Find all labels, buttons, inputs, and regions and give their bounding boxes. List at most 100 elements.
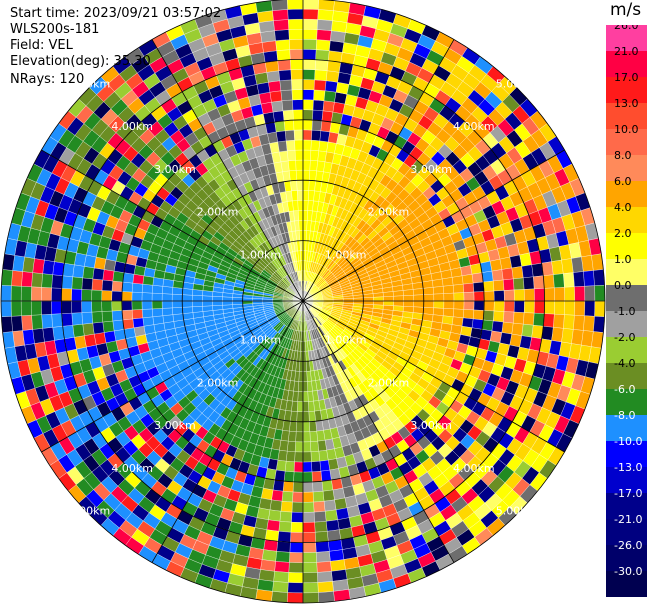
velocity-gate — [261, 549, 277, 562]
colorbar-swatch — [606, 441, 647, 468]
velocity-gate — [302, 522, 316, 533]
velocity-gate — [283, 471, 295, 483]
velocity-gate — [317, 581, 334, 593]
velocity-gate — [309, 420, 317, 432]
velocity-gate — [261, 40, 277, 53]
velocity-gate — [309, 170, 317, 182]
velocity-gate — [283, 119, 295, 131]
velocity-gate — [489, 258, 503, 272]
velocity-gate — [383, 296, 394, 302]
velocity-gate — [161, 293, 173, 302]
start-time-label: Start time: 2023/09/21 03:57:02 — [10, 6, 222, 21]
velocity-gate — [307, 380, 313, 392]
velocity-gate — [302, 180, 310, 191]
velocity-gate — [51, 287, 62, 302]
velocity-gate — [471, 318, 484, 330]
colorbar-tick-label: -21.0 — [614, 513, 642, 526]
colorbar-tick-label: 13.0 — [614, 97, 639, 110]
velocity-gate — [202, 300, 213, 307]
velocity-gate — [463, 291, 475, 302]
colorbar-tick-label: 10.0 — [614, 123, 639, 136]
velocity-gate — [20, 300, 32, 316]
velocity-gate — [319, 459, 330, 472]
velocity-gate — [293, 471, 304, 483]
velocity-gate — [212, 296, 223, 302]
velocity-gate — [329, 549, 345, 562]
velocity-gate — [302, 18, 318, 30]
velocity-gate — [61, 275, 73, 290]
velocity-gate — [131, 300, 143, 311]
velocity-gate — [325, 70, 340, 83]
velocity-gate — [310, 451, 321, 463]
velocity-gate — [276, 459, 287, 472]
velocity-gate — [31, 272, 43, 288]
velocity-gate — [521, 264, 534, 279]
colorbar-swatch — [606, 25, 647, 52]
velocity-gate — [31, 286, 42, 302]
velocity-gate — [471, 272, 484, 284]
velocity-gate — [432, 307, 444, 316]
velocity-gate — [463, 300, 475, 311]
velocity-gate — [481, 270, 494, 283]
velocity-gate — [192, 300, 203, 307]
velocity-gate — [41, 273, 53, 288]
velocity-gate — [322, 100, 335, 113]
colorbar-tick-label: -4.0 — [614, 357, 635, 370]
range-ring-label: 5.00km — [69, 77, 111, 90]
velocity-gate — [22, 256, 35, 273]
velocity-gate — [281, 491, 294, 503]
colorbar-swatch — [606, 103, 647, 130]
velocity-gate — [574, 286, 586, 302]
velocity-gate — [291, 79, 304, 91]
velocity-gate — [413, 294, 424, 302]
velocity-gate — [289, 552, 304, 563]
velocity-gate — [463, 282, 475, 293]
azimuth-spoke — [151, 300, 304, 563]
velocity-gate — [302, 79, 315, 91]
velocity-gate — [279, 150, 289, 162]
velocity-gate — [319, 130, 330, 143]
velocity-gate — [493, 300, 505, 312]
velocity-gate — [31, 300, 42, 316]
velocity-gate — [481, 319, 494, 332]
velocity-gate — [61, 300, 72, 314]
velocity-gate — [151, 300, 163, 310]
velocity-gate — [573, 271, 585, 287]
range-ring-label: 2.00km — [197, 376, 239, 389]
velocity-gate — [583, 270, 595, 287]
velocity-gate — [302, 542, 317, 553]
azimuth-spoke — [151, 39, 304, 302]
range-ring-label: 3.00km — [410, 163, 452, 176]
colorbar-swatch — [606, 77, 647, 104]
velocity-gate — [11, 270, 23, 287]
velocity-gate — [272, 110, 285, 123]
velocity-gate — [12, 255, 25, 272]
velocity-gate — [302, 129, 313, 141]
velocity-gate — [302, 29, 318, 40]
velocity-gate — [21, 315, 33, 331]
velocity-gate — [32, 258, 45, 274]
azimuth-spoke — [302, 300, 455, 563]
velocity-gate — [172, 287, 184, 295]
velocity-gate — [403, 295, 414, 302]
velocity-gate — [289, 39, 304, 50]
velocity-gate — [302, 159, 311, 171]
velocity-gate — [503, 311, 515, 324]
velocity-gate — [288, 160, 297, 172]
velocity-gate — [302, 411, 310, 422]
range-ring-label: 2.00km — [368, 206, 410, 219]
velocity-gate — [268, 509, 282, 522]
velocity-gate — [373, 300, 384, 306]
velocity-gate — [473, 281, 485, 293]
colorbar-tick-label: 1.0 — [614, 253, 632, 266]
velocity-gate — [276, 541, 291, 553]
velocity-gate — [1, 269, 13, 286]
velocity-gate — [91, 300, 103, 313]
velocity-gate — [290, 522, 304, 533]
velocity-gate — [0, 300, 12, 317]
velocity-gate — [192, 306, 204, 313]
velocity-gate — [260, 101, 274, 115]
velocity-gate — [182, 300, 193, 308]
velocity-gate — [501, 267, 514, 281]
velocity-gate — [61, 288, 72, 302]
